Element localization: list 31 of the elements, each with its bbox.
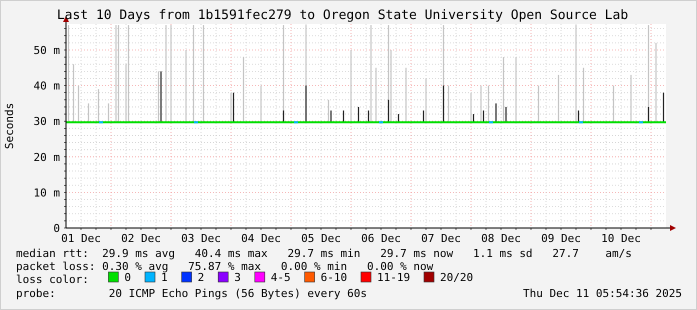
chart-title: Last 10 Days from 1b1591fec279 to Oregon State University Open Source Lab (56, 8, 628, 23)
legend-label: 4-5 (270, 271, 291, 284)
text: probe: 20 ICMP Echo Pings (56 Bytes) every 60s (16, 287, 367, 300)
legend-label: 1 (161, 271, 168, 284)
x-tick-label: 07 Dec (421, 232, 461, 245)
x-tick-label: 06 Dec (361, 232, 401, 245)
x-tick-label: 05 Dec (301, 232, 341, 245)
y-tick-label: 10 m (34, 186, 60, 200)
legend-title: loss color: (16, 273, 89, 286)
legend-label: 0 (124, 271, 132, 284)
legend-label: 11-19 (377, 271, 410, 284)
text: Thu Dec 11 05:54:36 2025 (523, 287, 682, 300)
x-tick-label: 02 Dec (121, 232, 161, 245)
legend-label: 20/20 (440, 271, 474, 284)
x-tick-label: 09 Dec (541, 232, 581, 245)
text: packet loss: 0.30 % avg 75.87 % max 0.00 % min 0.00 % now (16, 260, 434, 273)
legend-label: 2 (198, 271, 204, 284)
y-axis-title: Seconds (3, 102, 16, 150)
y-tick-label: 50 m (34, 44, 60, 57)
y-tick-label: 30 m (34, 115, 60, 128)
x-tick-label: 04 Dec (241, 232, 281, 245)
x-tick-label: 01 Dec (61, 232, 101, 245)
x-tick-label: 10 Dec (601, 232, 641, 245)
text: median rtt: 29.9 ms avg 40.4 ms max 29.7 ms min 29.7 ms now 1.1 ms sd 27.7 am/s (16, 247, 632, 260)
legend-label: 6-10 (320, 271, 348, 284)
y-tick-label: 20 m (34, 150, 60, 164)
y-tick-label: 40 m (34, 80, 60, 93)
x-tick-label: 08 Dec (481, 232, 521, 245)
y-tick-label: 0 (53, 222, 60, 235)
legend-label: 3 (234, 271, 241, 284)
x-tick-label: 03 Dec (181, 232, 221, 245)
